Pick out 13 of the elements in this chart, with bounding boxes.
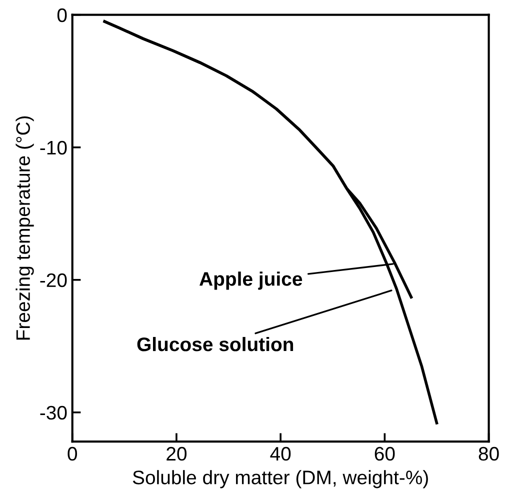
y-tick-label: -20 [40,273,67,288]
y-tick-label: 0 [57,8,67,22]
x-axis-title: Soluble dry matter (DM, weight-%) [132,470,428,488]
x-tick-label: 40 [270,446,291,461]
annotation: Glucose solution [137,336,294,352]
x-tick-label: 20 [166,446,187,461]
y-axis-title: Freezing temperature (°C) [16,116,34,340]
x-tick-label: 60 [374,446,395,461]
y-tick-label: -30 [40,406,67,420]
annotation: Apple juice [200,272,302,290]
y-tick-label: -10 [40,140,67,155]
x-tick-label: 0 [68,446,78,461]
x-tick-label: 80 [478,446,499,461]
